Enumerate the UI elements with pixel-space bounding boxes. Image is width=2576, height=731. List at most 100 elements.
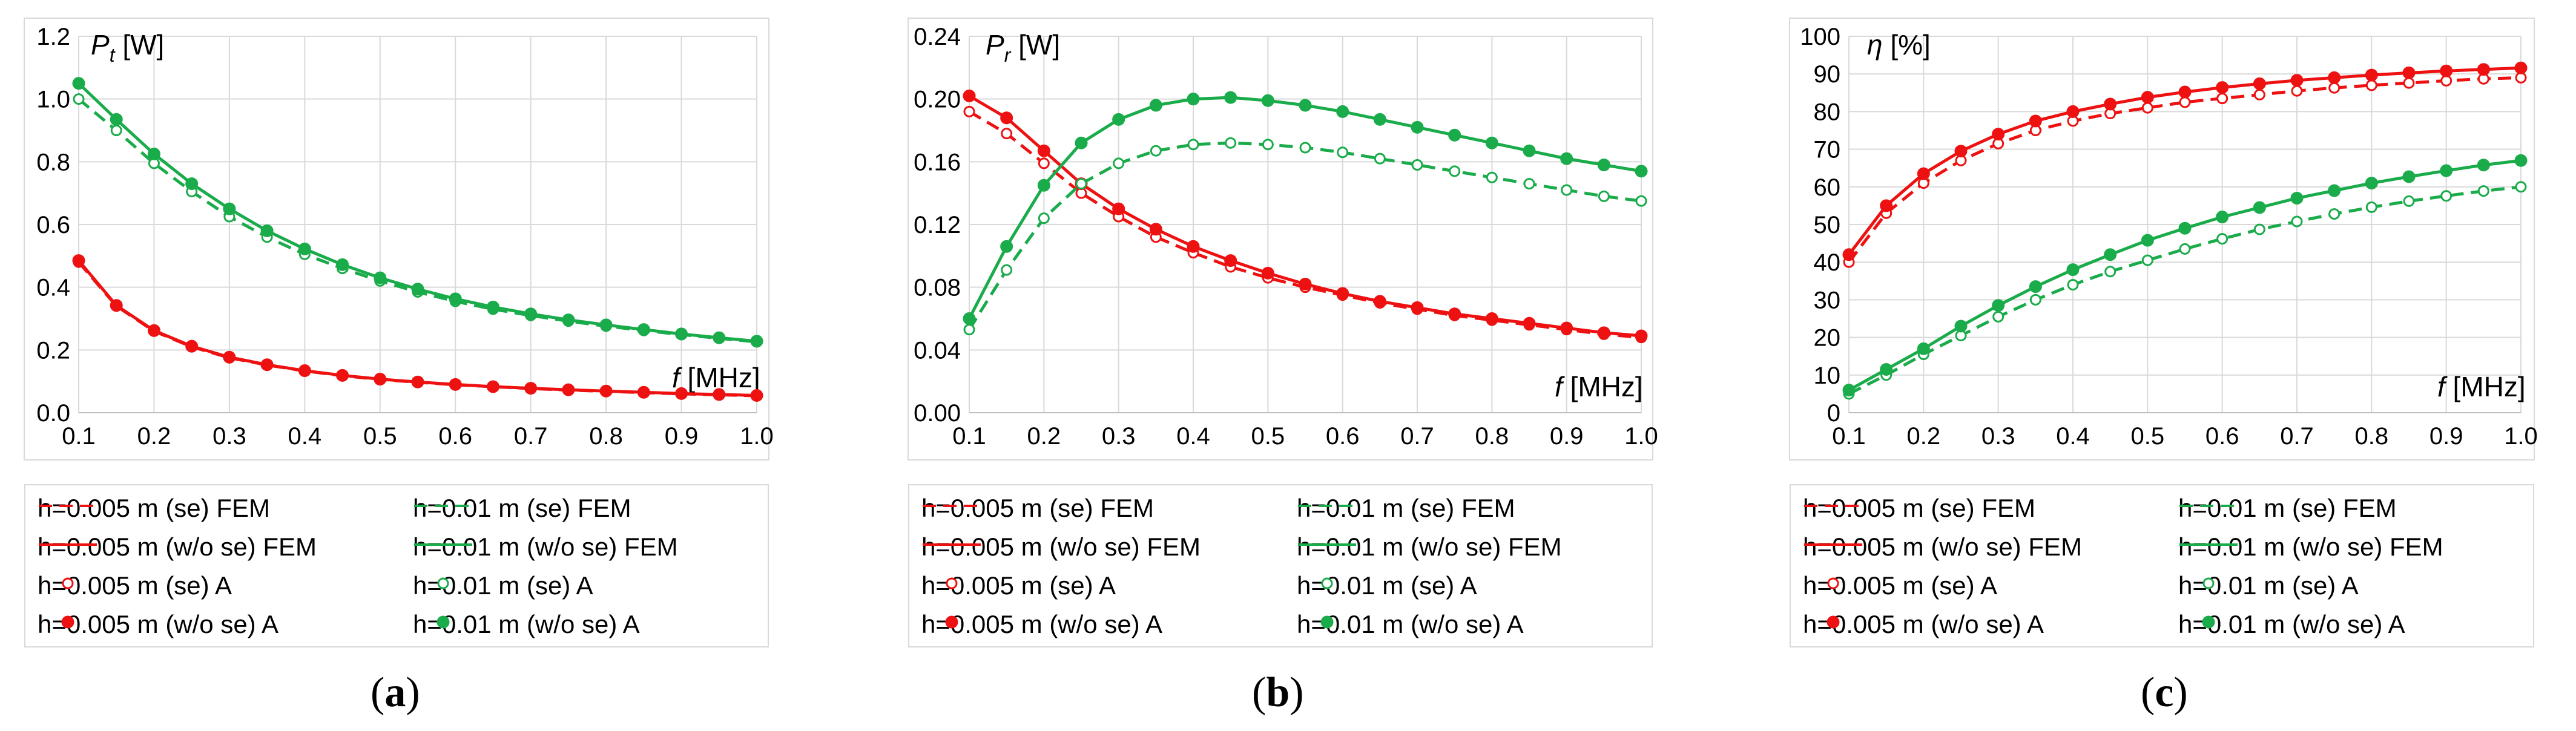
data-point [223,350,236,364]
data-point [2253,88,2265,100]
data-point [1411,159,1423,171]
data-point [2104,248,2117,261]
x-tick-label: 0.9 [2429,423,2463,450]
x-tick-label: 0.7 [2280,423,2314,450]
x-tick-label: 1.0 [2504,423,2538,450]
legend-symbol [2202,615,2215,629]
data-point [2141,102,2153,114]
x-tick-label: 0.8 [1475,423,1509,450]
legend-label: h=0.005 m (se) FEM [921,494,1154,522]
data-point [2178,85,2192,99]
x-tick-label: 0.1 [62,423,96,450]
data-point [1038,212,1050,225]
data-point [1992,128,2005,141]
legend-item: h=0.01 m (w/o se) FEM [413,533,678,562]
y-tick-label: 0.08 [914,275,961,301]
legend-item: h=0.005 m (se) FEM [1803,494,2035,523]
data-point [2365,79,2377,91]
data-point [2141,234,2154,247]
chart-panel-a: 0.0 0.2 0.4 0.6 0.8 1.0 1.2 0.1 0.2 0.3 0.4 0.5 0.6 0… [0,0,858,731]
data-point [2365,201,2377,213]
y-axis-label: Pt [W] [91,29,164,66]
chart-b-plot: 0.00 0.04 0.08 0.12 0.16 0.20 0.24 0.1 0.2 0.3 0.4… [908,18,1658,461]
y-tick-label: 0.12 [914,212,961,238]
legend-label: h=0.005 m (w/o se) A [38,610,279,638]
data-point [110,113,123,126]
legend-label: h=0.01 m (w/o se) FEM [1297,533,1562,561]
data-point [1224,91,1237,104]
data-point [1635,329,1648,343]
legend-label: h=0.005 m (se) FEM [38,494,270,522]
x-tick-label: 0.2 [1027,423,1061,450]
legend-item: h=0.005 m (w/o se) FEM [1803,533,2082,562]
legend-symbol [1321,577,1333,589]
legend-symbol [923,543,981,546]
data-point [2328,82,2340,94]
x-tick-label: 0.4 [288,423,322,450]
data-point [599,318,613,332]
data-point [2328,71,2341,84]
data-point [637,323,650,336]
data-point [1149,223,1162,236]
legend-symbol [1827,615,1840,629]
data-point [72,77,85,90]
data-point [336,258,349,271]
chart-panel-c: 0 10 20 30 40 50 60 70 80 90 100 0.1 0.2 0.3 0.4 0.5 0.6… [1717,0,2575,731]
data-point [1917,167,1930,180]
y-tick-label: 40 [1814,249,1841,276]
data-point [449,292,462,306]
y-axis-label: η [%] [1867,29,1931,61]
legend-symbol [2202,577,2215,589]
data-point [1038,157,1050,169]
data-point [1597,159,1610,172]
legend-symbol [61,615,74,629]
data-point [2291,215,2303,228]
x-tick-label: 0.7 [514,423,548,450]
data-point [2291,85,2303,97]
legend-item: h=0.01 m (w/o se) A [2178,610,2405,639]
data-point [675,327,688,341]
y-tick-label: 0.2 [36,337,70,364]
data-point [1560,321,1573,335]
legend-symbol [2179,505,2238,507]
legend-item: h=0.005 m (se) FEM [38,494,270,523]
x-tick-label: 0.8 [2355,423,2389,450]
data-point [1001,128,1013,140]
data-point [336,369,349,382]
data-point [713,331,726,344]
data-point [1598,190,1610,202]
x-tick-label: 0.4 [2056,423,2090,450]
x-tick-label: 0.4 [1176,423,1210,450]
legend-item: h=0.01 m (se) FEM [2178,494,2397,523]
x-tick-label: 1.0 [740,423,774,450]
data-point [2328,208,2340,220]
legend-item: h=0.01 m (w/o se) A [1297,610,1524,639]
data-point [1373,113,1386,126]
data-point [2104,97,2117,111]
y-tick-label: 100 [1800,24,1840,50]
data-point [2253,201,2266,214]
data-point [411,283,424,296]
legend-symbol [946,577,958,589]
legend-item: h=0.01 m (se) A [413,571,593,600]
chart-frame [908,18,1653,461]
data-point [1448,128,1461,142]
chart-panel-b: 0.00 0.04 0.08 0.12 0.16 0.20 0.24 0.1 0.2 0.3 0.4… [858,0,1717,731]
x-tick-label: 0.5 [363,423,397,450]
data-point [374,373,387,386]
x-tick-label: 0.1 [1832,423,1866,450]
data-point [374,271,387,284]
legend-item: h=0.01 m (w/o se) A [413,610,640,639]
legend-label: h=0.01 m (w/o se) FEM [2178,533,2443,561]
data-point [2029,114,2042,128]
legend-label: h=0.01 m (se) FEM [413,494,631,522]
data-point [2029,293,2041,306]
legend-item: h=0.01 m (se) FEM [1297,494,1515,523]
x-tick-label: 0.8 [589,423,623,450]
data-point [1842,384,1856,397]
data-point [2402,66,2416,79]
data-point [1037,179,1050,192]
data-point [1842,248,1856,261]
legend-item: h=0.005 m (se) FEM [921,494,1154,523]
data-point [713,388,726,401]
